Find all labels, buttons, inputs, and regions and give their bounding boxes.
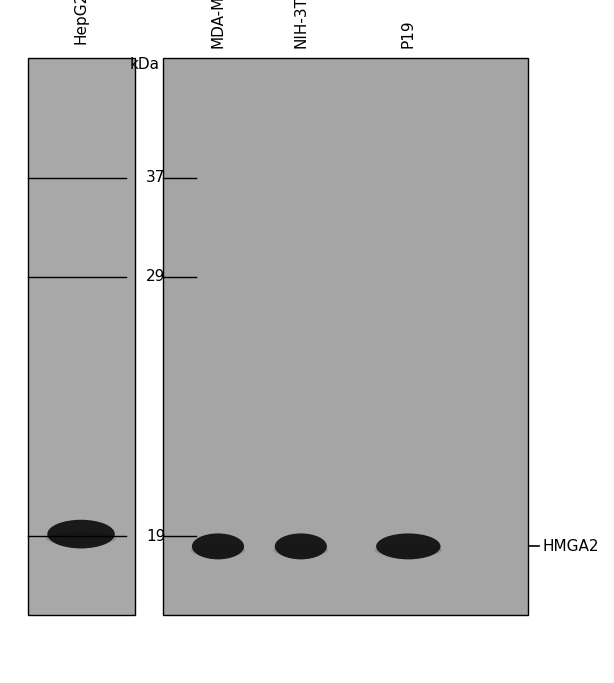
Ellipse shape (375, 544, 442, 557)
Text: HMGA2: HMGA2 (542, 539, 599, 554)
Text: 29: 29 (146, 269, 166, 284)
Ellipse shape (273, 544, 328, 557)
Ellipse shape (376, 533, 441, 559)
Ellipse shape (45, 531, 117, 546)
Ellipse shape (47, 520, 115, 548)
Text: HepG2: HepG2 (74, 0, 88, 44)
Bar (28, 58, 135, 615)
Ellipse shape (275, 533, 327, 559)
Ellipse shape (192, 533, 244, 559)
Text: P19: P19 (401, 19, 416, 48)
Ellipse shape (190, 544, 246, 557)
Text: MDA-MD-231: MDA-MD-231 (211, 0, 225, 48)
Text: kDa: kDa (130, 57, 159, 72)
Text: NIH-3T3: NIH-3T3 (293, 0, 308, 48)
Text: 19: 19 (146, 529, 166, 544)
Text: 37: 37 (146, 170, 166, 185)
Bar (163, 58, 528, 615)
